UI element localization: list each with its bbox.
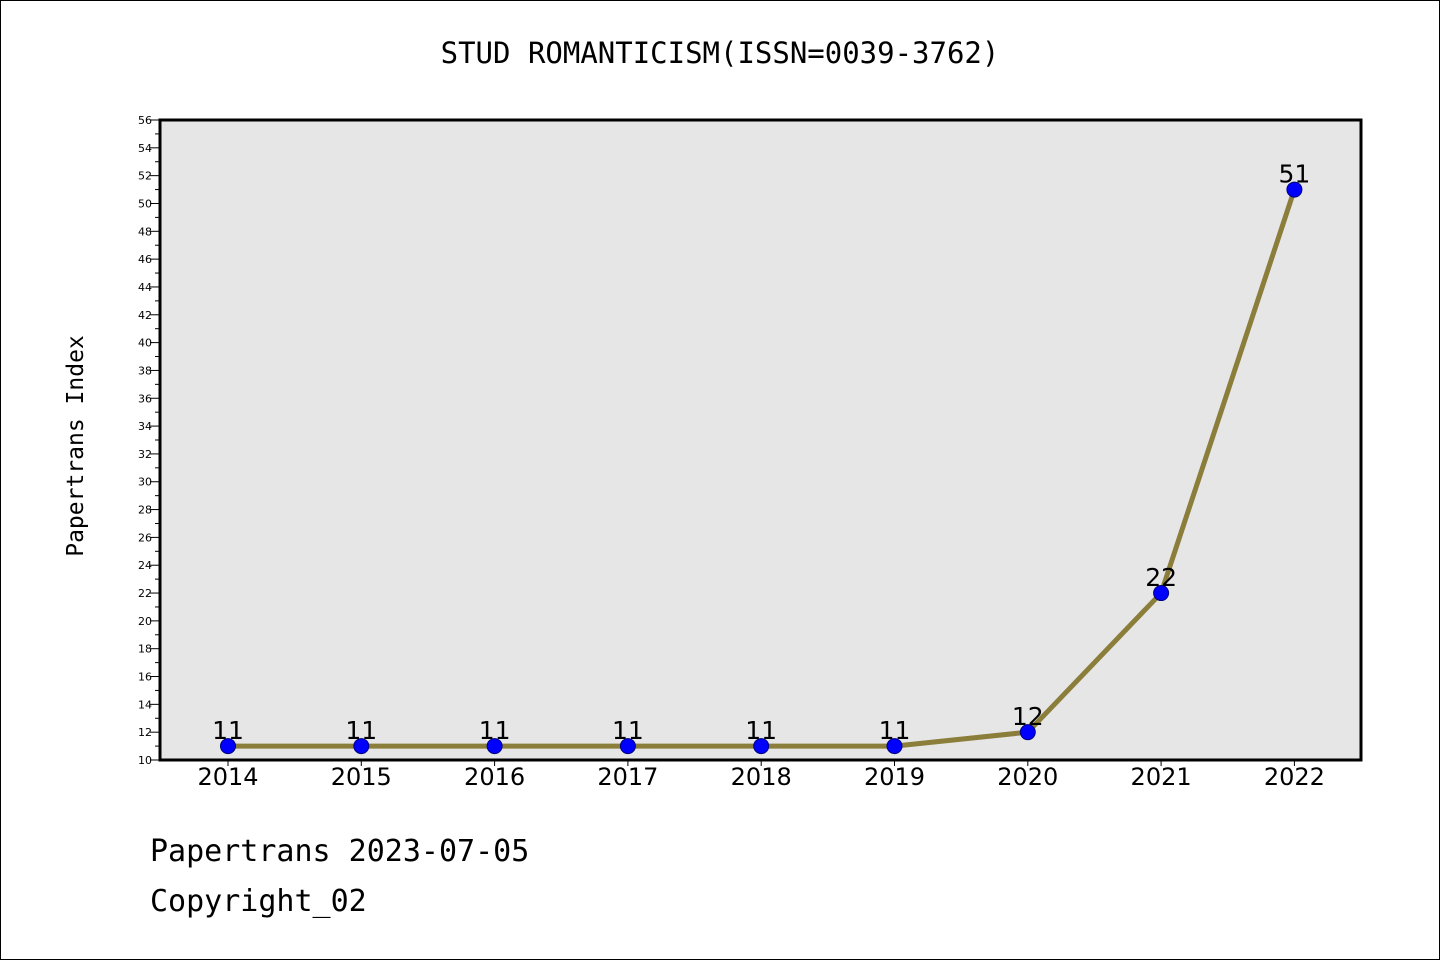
y-tick-label: 56: [138, 114, 152, 127]
y-tick-label: 32: [138, 448, 152, 461]
data-point: [886, 738, 903, 755]
data-label: 11: [612, 716, 644, 745]
data-label: 22: [1145, 563, 1177, 592]
data-point: [486, 738, 503, 755]
x-tick-label: 2017: [597, 763, 658, 791]
y-tick-label: 46: [138, 253, 152, 266]
footer-copyright: Copyright_02: [150, 884, 367, 919]
data-label: 11: [212, 716, 244, 745]
y-tick-label: 16: [138, 671, 152, 684]
chart-title: STUD ROMANTICISM(ISSN=0039-3762): [440, 36, 1000, 70]
data-label: 11: [879, 716, 911, 745]
plot-area: [160, 120, 1361, 760]
y-tick-label: 38: [138, 364, 152, 377]
y-tick-label: 22: [138, 587, 152, 600]
data-label: 51: [1278, 160, 1310, 189]
y-tick-label: 54: [138, 142, 152, 155]
y-tick-label: 44: [138, 281, 152, 294]
y-tick-label: 36: [138, 392, 152, 405]
data-point: [1153, 585, 1170, 602]
data-label: 11: [745, 716, 777, 745]
y-tick-label: 20: [138, 615, 152, 628]
x-tick-label: 2022: [1264, 763, 1325, 791]
x-tick-label: 2016: [464, 763, 525, 791]
y-tick-label: 26: [138, 531, 152, 544]
data-point: [619, 738, 636, 755]
y-tick-label: 40: [138, 337, 152, 350]
y-tick-label: 10: [138, 754, 152, 767]
y-tick-label: 34: [138, 420, 152, 433]
y-tick-label: 30: [138, 476, 152, 489]
y-tick-label: 24: [138, 559, 152, 572]
plot-border: [158, 118, 1363, 762]
data-point: [1286, 181, 1303, 198]
x-tick-label: 2021: [1131, 763, 1192, 791]
y-tick-label: 14: [138, 698, 152, 711]
y-tick-label: 48: [138, 225, 152, 238]
data-point: [753, 738, 770, 755]
data-point: [1019, 724, 1036, 741]
x-tick-label: 2018: [731, 763, 792, 791]
x-tick-label: 2014: [197, 763, 258, 791]
data-label: 11: [345, 716, 377, 745]
y-tick-label: 42: [138, 309, 152, 322]
data-point: [220, 738, 236, 755]
y-tick-label: 28: [138, 504, 152, 517]
data-point: [353, 738, 370, 755]
x-tick-label: 2019: [864, 763, 925, 791]
data-label: 12: [1012, 702, 1044, 731]
x-tick-label: 2015: [331, 763, 392, 791]
y-tick-label: 50: [138, 197, 152, 210]
footer-date: Papertrans 2023-07-05: [150, 834, 530, 869]
y-tick-label: 18: [138, 643, 152, 656]
data-label: 11: [479, 716, 511, 745]
x-tick-label: 2020: [997, 763, 1058, 791]
y-tick-label: 52: [138, 170, 152, 183]
y-tick-label: 12: [138, 726, 152, 739]
